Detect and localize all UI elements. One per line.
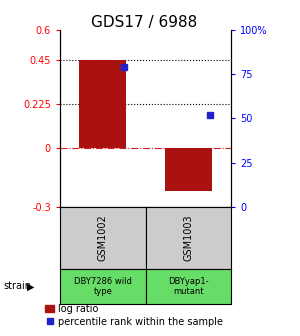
Bar	[165, 148, 212, 191]
Text: DBY7286 wild
type: DBY7286 wild type	[74, 277, 132, 296]
Text: GSM1002: GSM1002	[98, 214, 108, 261]
Text: GDS17 / 6988: GDS17 / 6988	[91, 15, 197, 30]
Bar	[79, 60, 126, 148]
Text: DBYyap1-
mutant: DBYyap1- mutant	[168, 277, 208, 296]
Text: strain: strain	[3, 282, 31, 291]
Legend: log ratio, percentile rank within the sample: log ratio, percentile rank within the sa…	[41, 300, 227, 331]
Text: ▶: ▶	[27, 282, 34, 291]
Text: GSM1003: GSM1003	[183, 214, 193, 261]
